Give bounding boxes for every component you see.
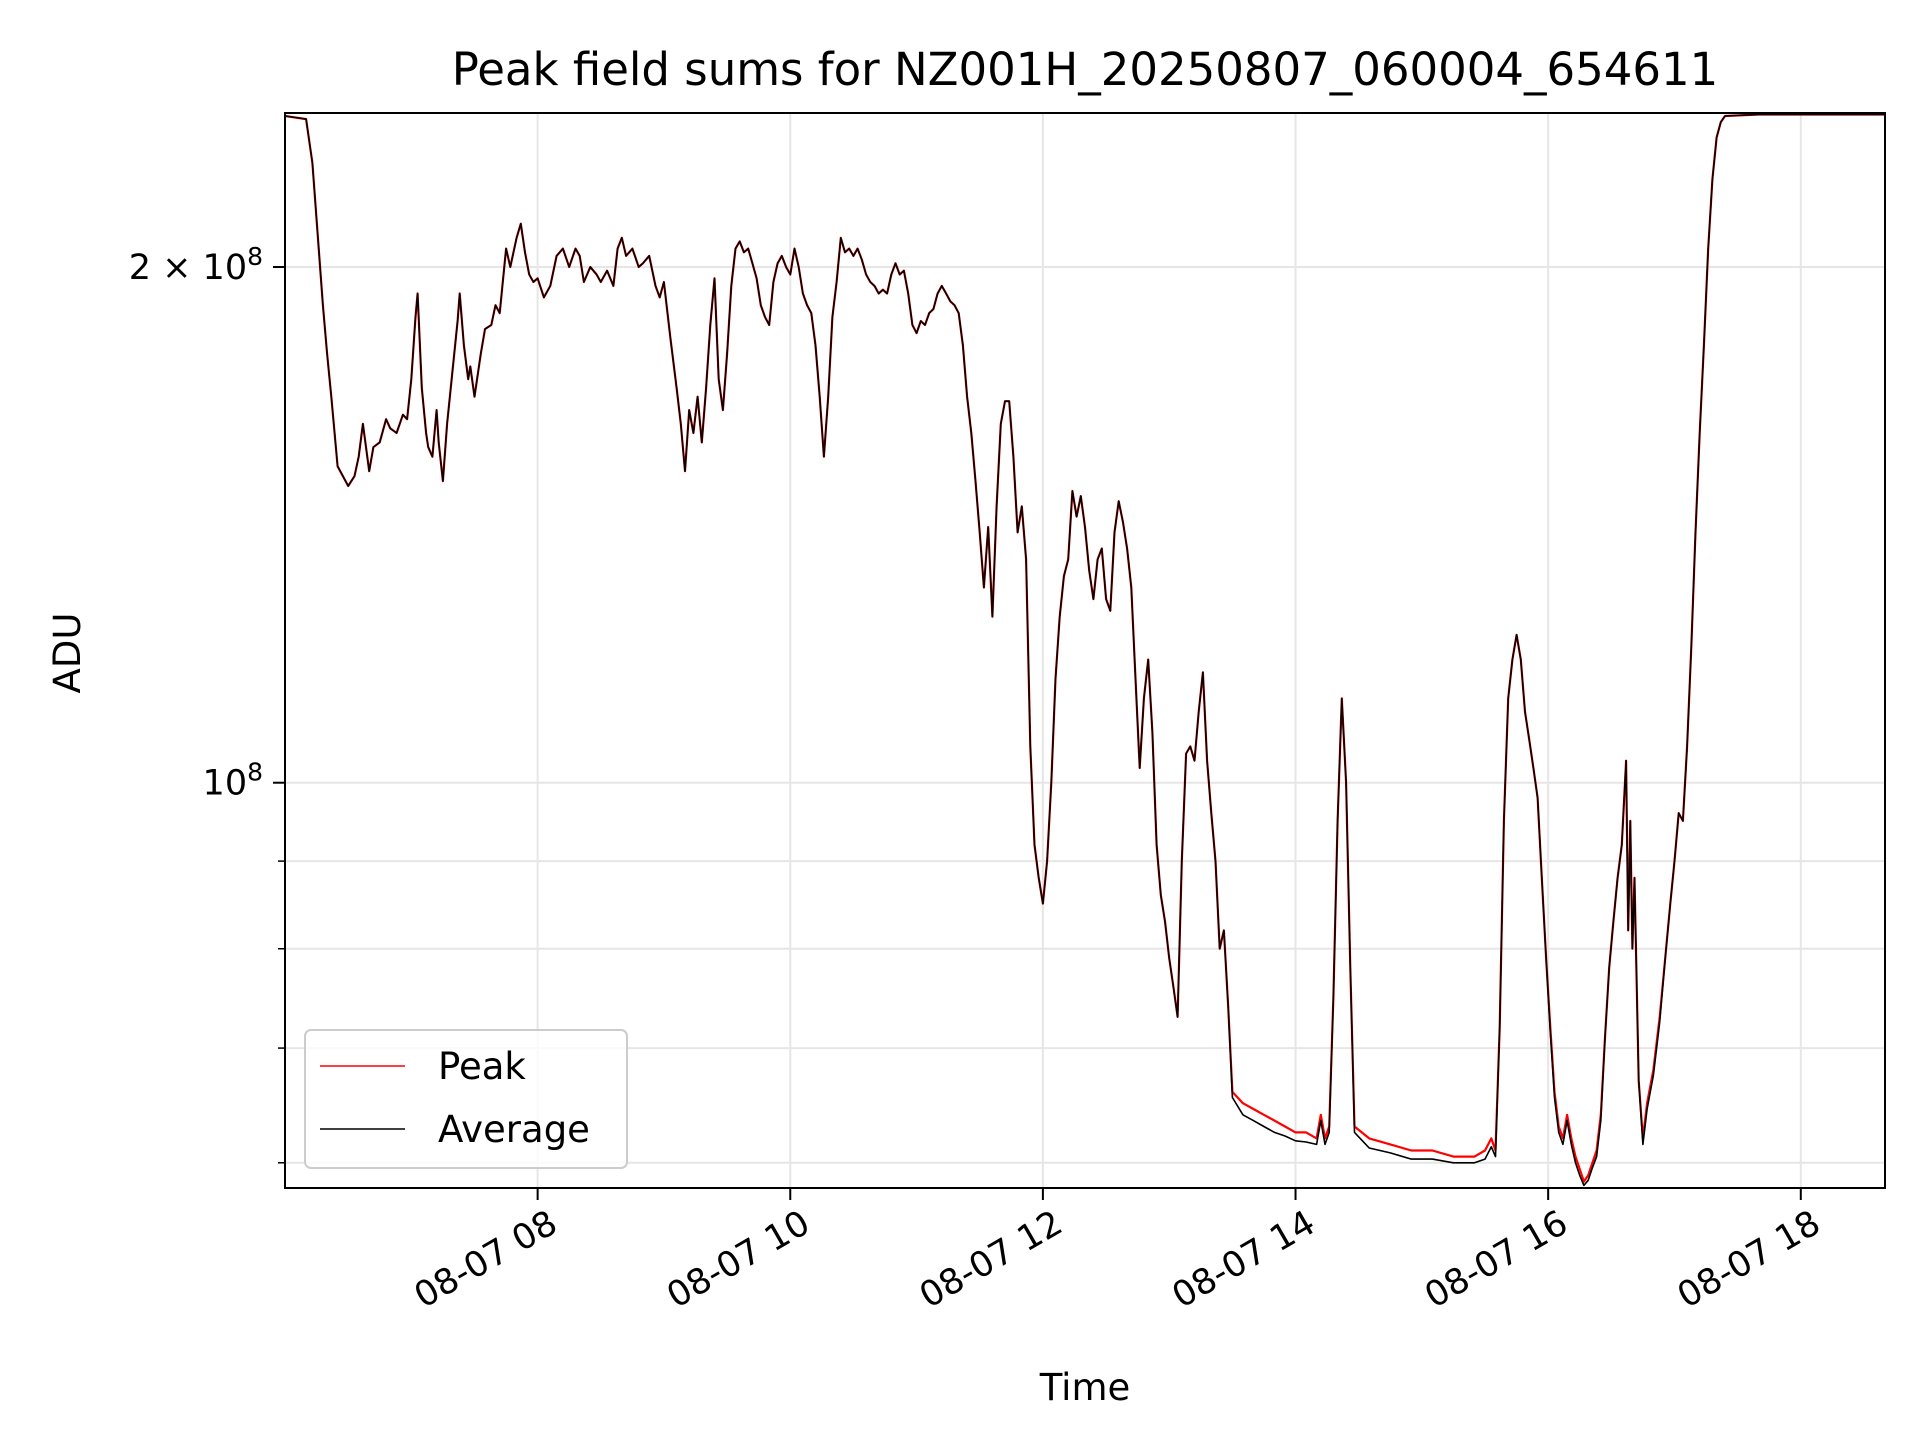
y-tick-label: 2 × 108 <box>129 242 263 288</box>
legend-label-peak: Peak <box>438 1045 526 1088</box>
y-tick-label-exponent: 8 <box>247 242 263 271</box>
chart-title: Peak field sums for NZ001H_20250807_0600… <box>452 43 1719 96</box>
plot-lines <box>285 113 1885 1187</box>
x-axis-title: Time <box>1039 1366 1131 1409</box>
y-axis-title: ADU <box>46 613 89 694</box>
legend: Peak Average <box>304 1029 628 1169</box>
y-tick-label-exponent: 8 <box>247 758 263 787</box>
legend-label-average: Average <box>438 1108 590 1151</box>
grid <box>285 113 1885 1188</box>
y-tick-label: 108 <box>203 758 263 804</box>
y-tick-label-prefix: 2 × 10 <box>129 248 247 288</box>
series-line-average <box>285 113 1885 1187</box>
plot-frame <box>284 112 1886 1189</box>
legend-box <box>304 1029 628 1169</box>
y-tick-label-prefix: 10 <box>203 764 248 804</box>
